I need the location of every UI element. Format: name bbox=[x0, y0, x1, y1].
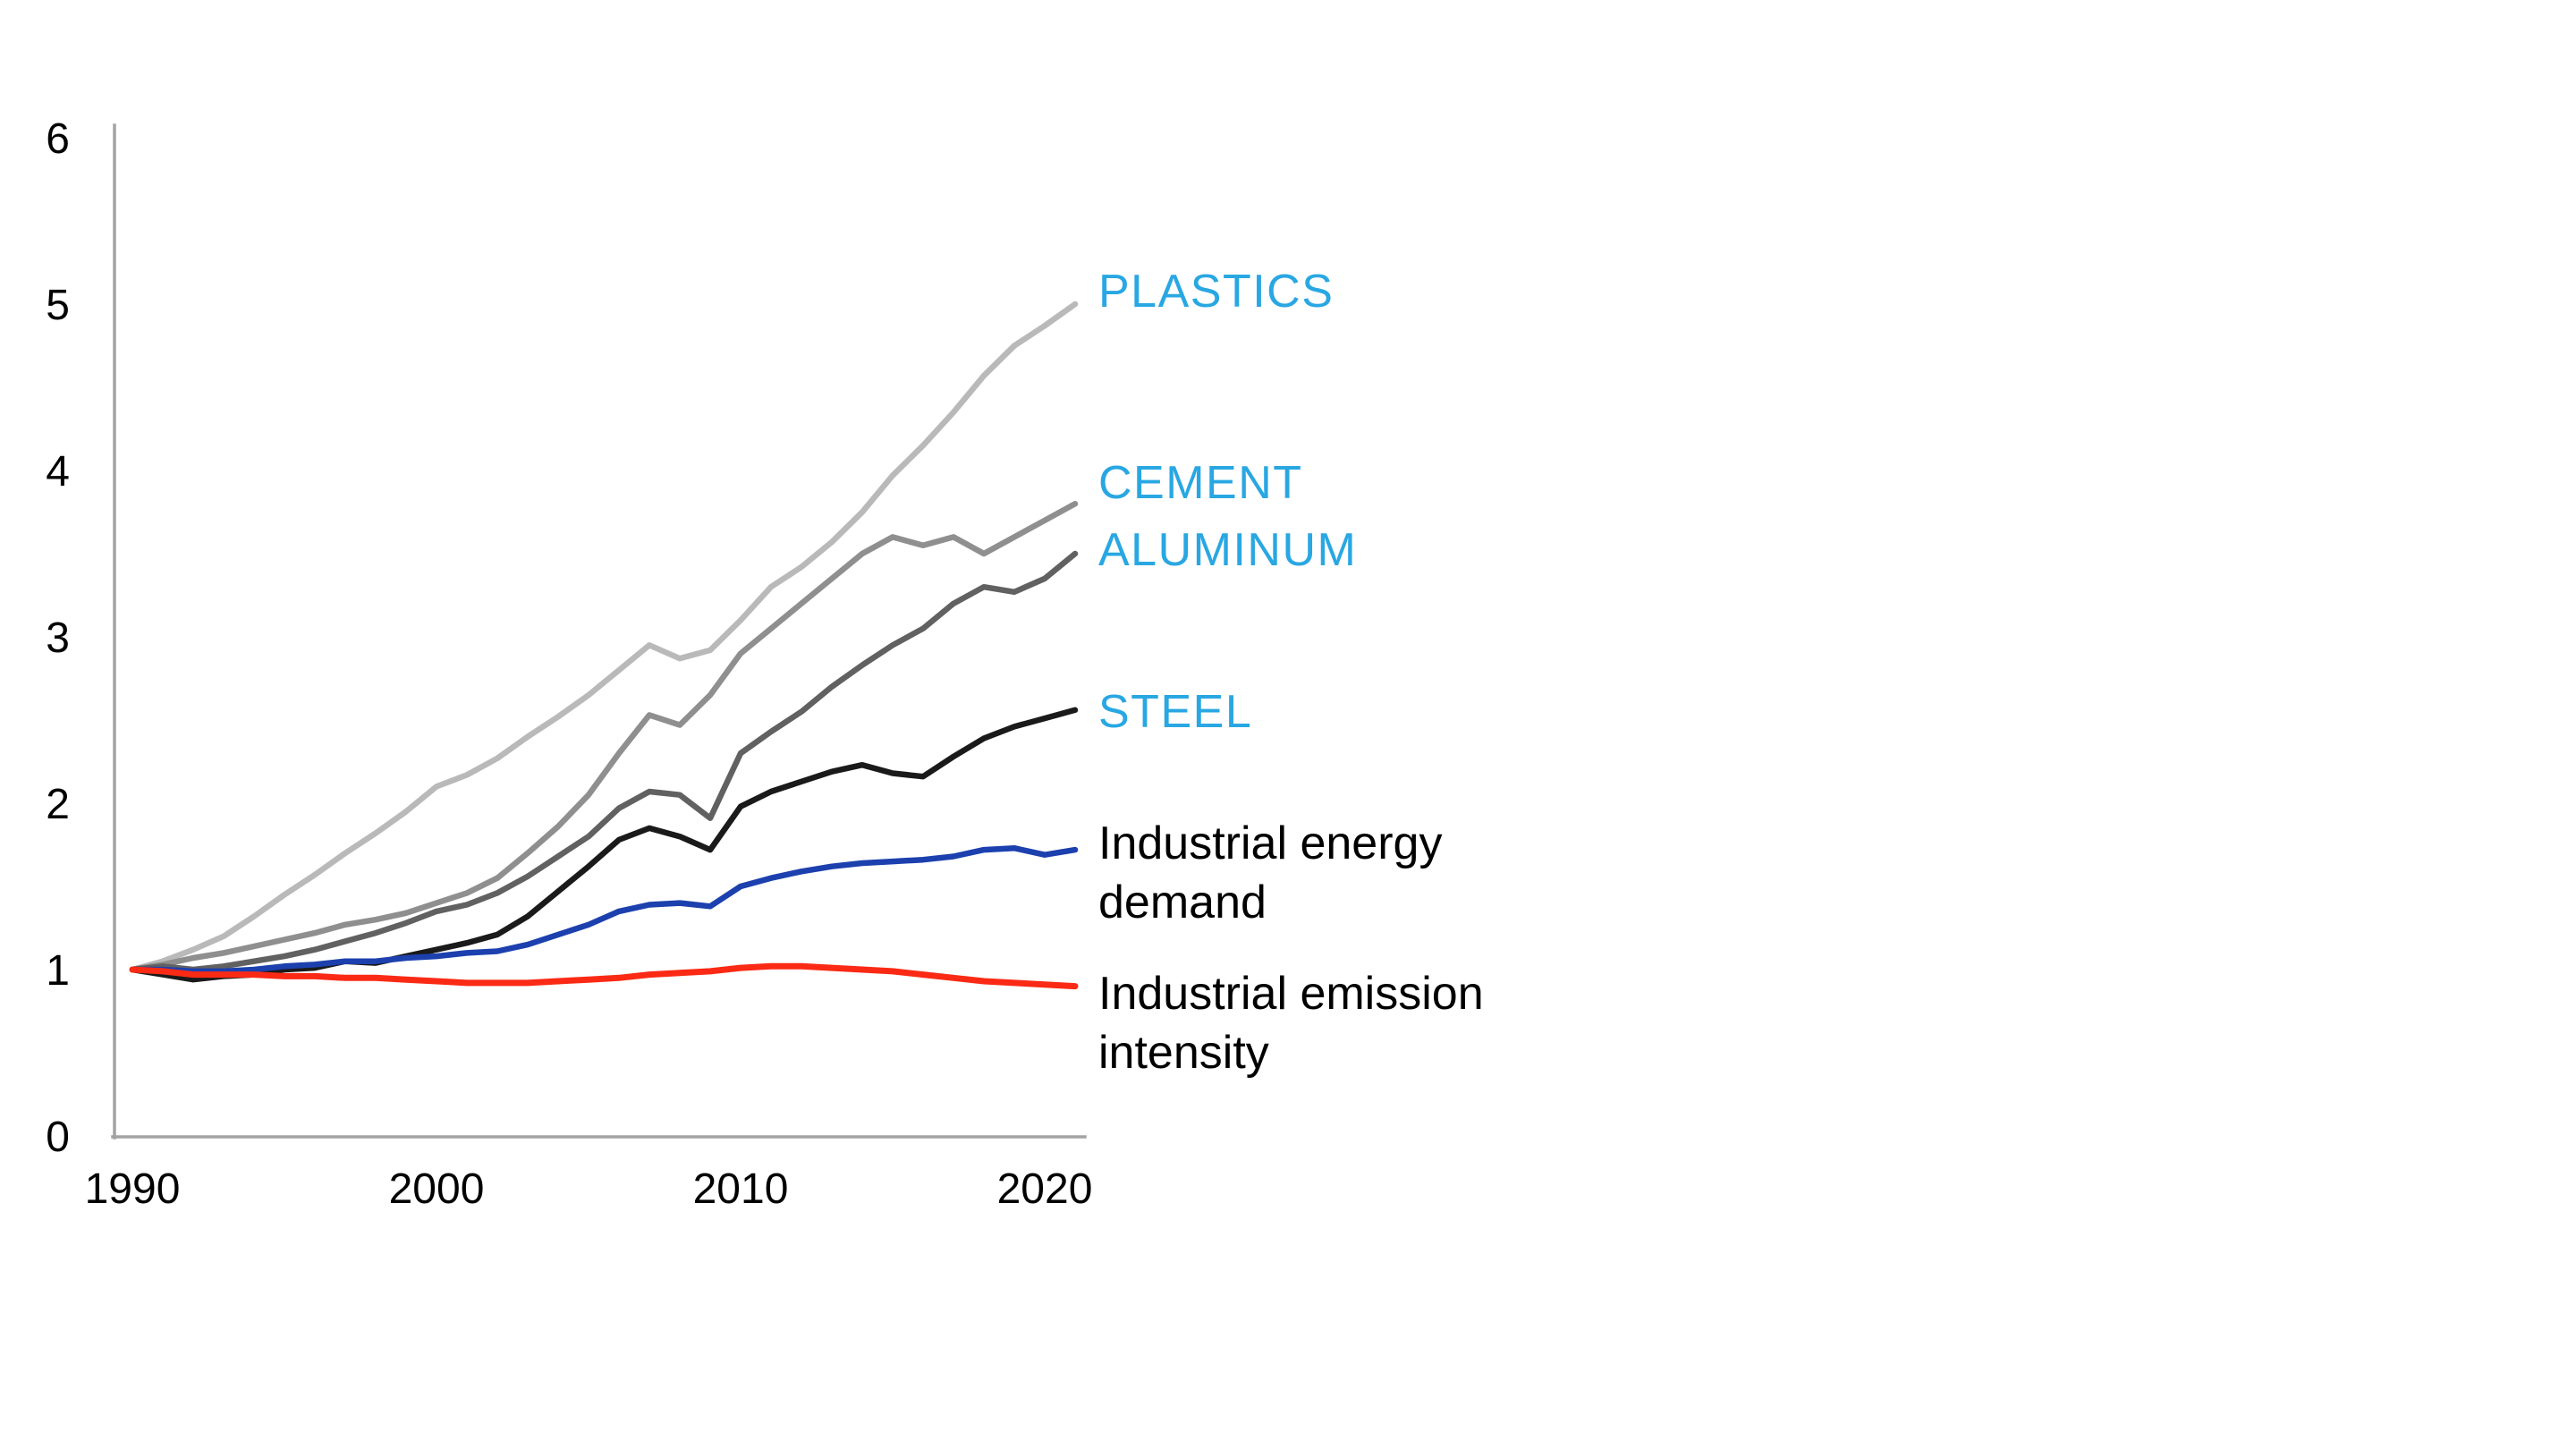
y-tick-2: 2 bbox=[46, 781, 70, 828]
x-tick-2000: 2000 bbox=[389, 1165, 485, 1213]
x-tick-2020: 2020 bbox=[997, 1165, 1093, 1213]
y-tick-0: 0 bbox=[46, 1114, 70, 1161]
plastics-line bbox=[129, 301, 1079, 973]
x-tick-1990: 1990 bbox=[85, 1165, 181, 1213]
aluminum-line bbox=[129, 550, 1079, 973]
y-tick-6: 6 bbox=[46, 115, 70, 163]
energy-line bbox=[129, 844, 1079, 975]
steel-label: STEEL bbox=[1098, 686, 1252, 738]
y-tick-5: 5 bbox=[46, 282, 70, 329]
energy-label-line1: Industrial energy bbox=[1098, 818, 1442, 869]
emission-label-line1: Industrial emission bbox=[1098, 968, 1484, 1020]
emission-line bbox=[129, 962, 1079, 990]
y-tick-1: 1 bbox=[46, 947, 70, 995]
plastics-label: PLASTICS bbox=[1098, 266, 1334, 318]
steel-line bbox=[129, 707, 1079, 983]
cement-label: CEMENT bbox=[1098, 457, 1303, 509]
y-tick-3: 3 bbox=[46, 614, 70, 662]
aluminum-label: ALUMINUM bbox=[1098, 524, 1357, 576]
x-tick-2010: 2010 bbox=[693, 1165, 789, 1213]
cement-line bbox=[129, 500, 1079, 973]
emission-label-line2: intensity bbox=[1098, 1027, 1269, 1079]
energy-label-line2: demand bbox=[1098, 877, 1267, 928]
y-tick-4: 4 bbox=[46, 448, 70, 496]
